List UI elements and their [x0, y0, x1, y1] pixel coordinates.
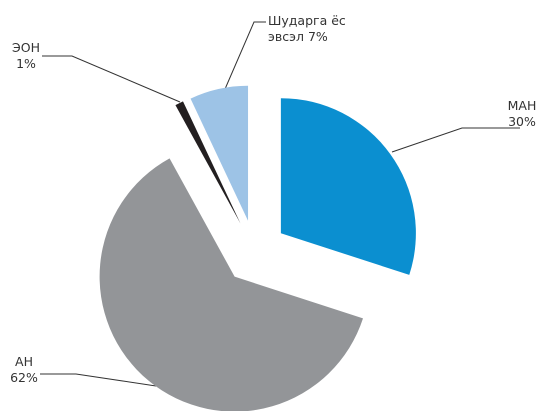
slice-label: ЭОН 1%: [6, 40, 46, 72]
value-label: 7%: [307, 29, 328, 44]
leader-line: [40, 373, 157, 387]
leader-line: [391, 127, 520, 153]
slice-label: Шударга ёс эвсэл 7%: [268, 13, 364, 45]
value-label: 1%: [16, 56, 36, 71]
category-label: ЭОН: [12, 40, 40, 55]
slice-label: МАН 30%: [496, 98, 548, 130]
slice-label: АН 62%: [4, 354, 44, 386]
leader-line: [42, 55, 181, 103]
pie-slice: [99, 158, 363, 411]
category-label: МАН: [507, 98, 537, 113]
pie-slice: [190, 85, 249, 221]
pie-slice: [280, 98, 416, 275]
value-label: 62%: [10, 370, 38, 385]
category-label: Шударга ёс эвсэл: [268, 13, 346, 44]
leader-line: [221, 21, 266, 97]
category-label: АН: [15, 354, 33, 369]
value-label: 30%: [508, 114, 536, 129]
pie-slice: [175, 101, 241, 224]
